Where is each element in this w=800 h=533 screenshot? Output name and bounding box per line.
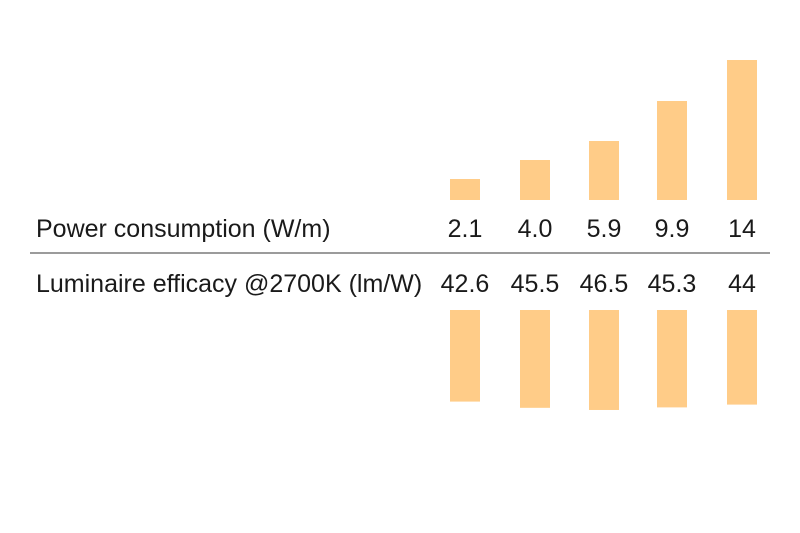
power-bar-3	[589, 141, 619, 200]
efficacy-value-1: 42.6	[441, 270, 490, 298]
efficacy-bar-5	[727, 310, 757, 405]
efficacy-bars	[450, 310, 757, 410]
efficacy-bar-3	[589, 310, 619, 410]
power-row-label: Power consumption (W/m)	[36, 215, 331, 243]
power-value-4: 9.9	[655, 215, 690, 243]
power-bars	[450, 60, 757, 200]
power-value-5: 14	[728, 215, 756, 243]
power-bar-2	[520, 160, 550, 200]
efficacy-bar-2	[520, 310, 550, 408]
efficacy-value-5: 44	[728, 270, 756, 298]
power-value-1: 2.1	[448, 215, 483, 243]
efficacy-value-3: 46.5	[580, 270, 629, 298]
efficacy-bar-4	[657, 310, 687, 408]
efficacy-value-2: 45.5	[511, 270, 560, 298]
efficacy-bar-1	[450, 310, 480, 402]
efficacy-values: 42.6 45.5 46.5 45.3 44	[441, 270, 756, 298]
power-bar-1	[450, 179, 480, 200]
power-value-3: 5.9	[587, 215, 622, 243]
power-bar-5	[727, 60, 757, 200]
efficacy-row-label: Luminaire efficacy @2700K (lm/W)	[36, 270, 422, 298]
power-value-2: 4.0	[518, 215, 553, 243]
efficacy-value-4: 45.3	[648, 270, 697, 298]
power-bar-4	[657, 101, 687, 200]
power-values: 2.1 4.0 5.9 9.9 14	[448, 215, 756, 243]
